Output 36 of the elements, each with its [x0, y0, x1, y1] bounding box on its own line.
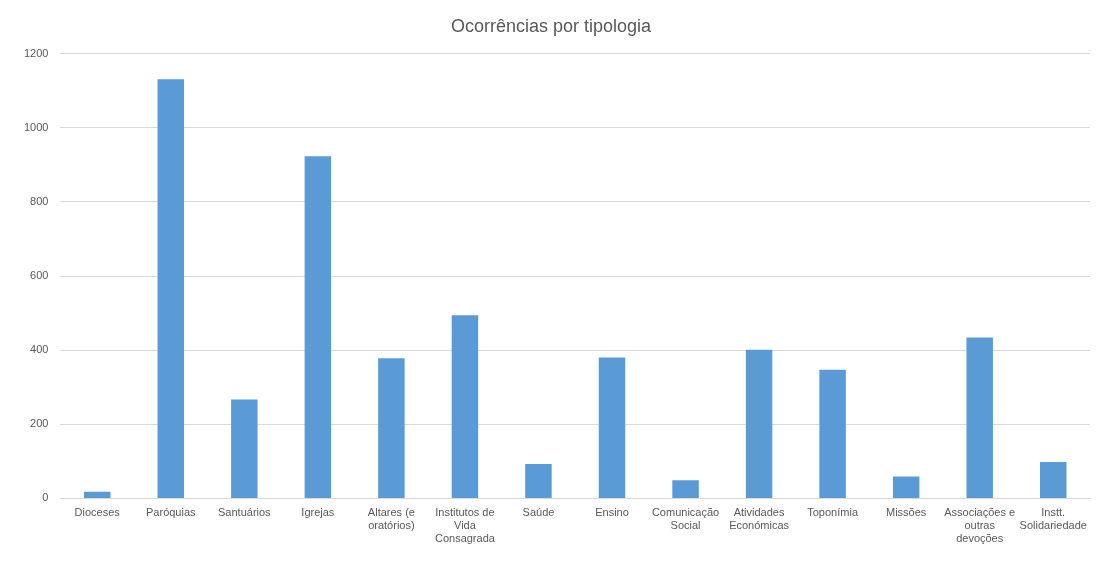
bar	[745, 349, 773, 498]
x-tick-label: Comunicação Social	[651, 506, 720, 532]
x-tick-label: Igrejas	[301, 506, 335, 519]
bar	[84, 491, 111, 498]
x-tick-label: Atividades Económicas	[729, 506, 790, 532]
y-tick-label: 600	[30, 269, 49, 282]
y-tick-label: 1000	[23, 120, 49, 133]
x-tick-label: Dioceses	[74, 506, 121, 519]
x-tick-label: Toponímia	[807, 506, 859, 519]
bar	[672, 480, 699, 498]
bar	[598, 357, 626, 498]
bar	[1039, 462, 1067, 498]
x-tick-label: Ensino	[595, 506, 629, 519]
bar	[157, 79, 185, 498]
bar	[231, 399, 258, 498]
chart-title: Ocorrências por tipologia	[450, 15, 653, 36]
x-tick-label: Saúde	[522, 506, 555, 519]
y-tick-label: 800	[30, 194, 49, 207]
bar	[525, 463, 552, 498]
y-tick-label: 1200	[23, 46, 49, 59]
bar	[966, 337, 993, 498]
bar	[304, 156, 332, 498]
x-tick-label: Santuários	[218, 506, 272, 519]
bar	[819, 369, 846, 498]
bar	[892, 476, 920, 498]
x-tick-label: Paróquias	[146, 506, 197, 519]
bar	[451, 315, 479, 498]
y-tick-label: 200	[30, 417, 49, 430]
x-tick-label: Instt. Solidariedade	[1019, 506, 1087, 532]
bar	[378, 358, 405, 498]
x-tick-label: Institutos de Vida Consagrada	[434, 506, 496, 545]
y-tick-label: 400	[30, 343, 49, 356]
x-tick-label: Missões	[885, 506, 927, 519]
x-tick-label: Altares (e oratórios)	[367, 506, 415, 532]
x-tick-label: Associações e outras devoções	[944, 506, 1016, 545]
y-tick-label: 0	[42, 491, 49, 504]
